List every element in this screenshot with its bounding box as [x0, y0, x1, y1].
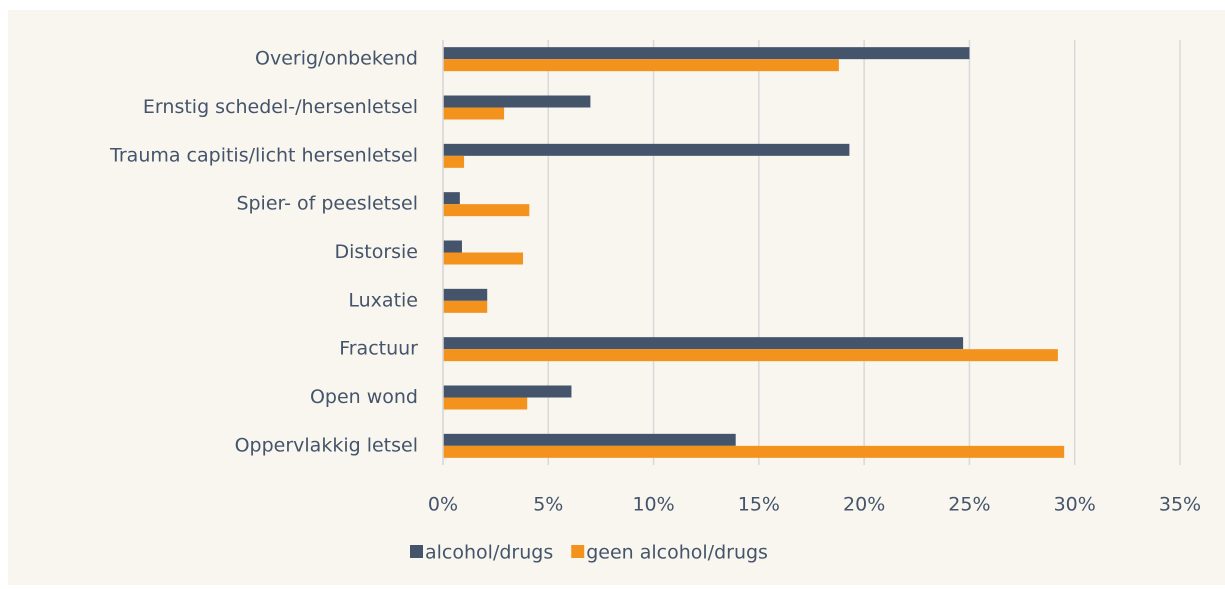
x-tick-label: 5% [533, 494, 563, 516]
bar [443, 59, 839, 72]
bar [443, 143, 850, 156]
x-tick-label: 15% [738, 494, 780, 516]
y-tick-label: Distorsie [334, 241, 418, 263]
bar [443, 192, 460, 205]
bar [443, 107, 505, 120]
x-tick-label: 20% [843, 494, 885, 516]
bar [443, 252, 524, 265]
y-tick-label: Ernstig schedel-/hersenletsel [143, 96, 418, 118]
bar [443, 47, 970, 60]
legend-label: geen alcohol/drugs [586, 542, 768, 564]
y-tick-label: Trauma capitis/licht hersenletsel [109, 144, 418, 166]
x-tick-label: 10% [632, 494, 674, 516]
bar [443, 95, 591, 108]
x-tick-label: 0% [428, 494, 458, 516]
y-tick-label: Oppervlakkig letsel [235, 434, 418, 456]
bar [443, 385, 572, 398]
chart-background [8, 10, 1225, 585]
y-tick-label: Open wond [310, 386, 418, 408]
bar [443, 204, 530, 217]
bar [443, 397, 528, 410]
x-tick-label: 25% [948, 494, 990, 516]
x-tick-label: 30% [1054, 494, 1096, 516]
y-tick-label: Fractuur [339, 338, 418, 360]
bar [443, 240, 462, 253]
y-tick-label: Luxatie [348, 289, 418, 311]
legend-swatch [571, 545, 585, 558]
x-tick-label: 35% [1159, 494, 1201, 516]
legend-swatch [410, 545, 423, 558]
bar [443, 445, 1065, 458]
y-tick-label: Spier- of peesletsel [236, 193, 418, 215]
legend-label: alcohol/drugs [425, 542, 553, 564]
bar [443, 349, 1058, 362]
bar [443, 288, 488, 301]
bar [443, 300, 488, 313]
bar [443, 433, 736, 446]
y-tick-label: Overig/onbekend [255, 48, 418, 70]
bar [443, 155, 465, 168]
bar [443, 337, 964, 350]
